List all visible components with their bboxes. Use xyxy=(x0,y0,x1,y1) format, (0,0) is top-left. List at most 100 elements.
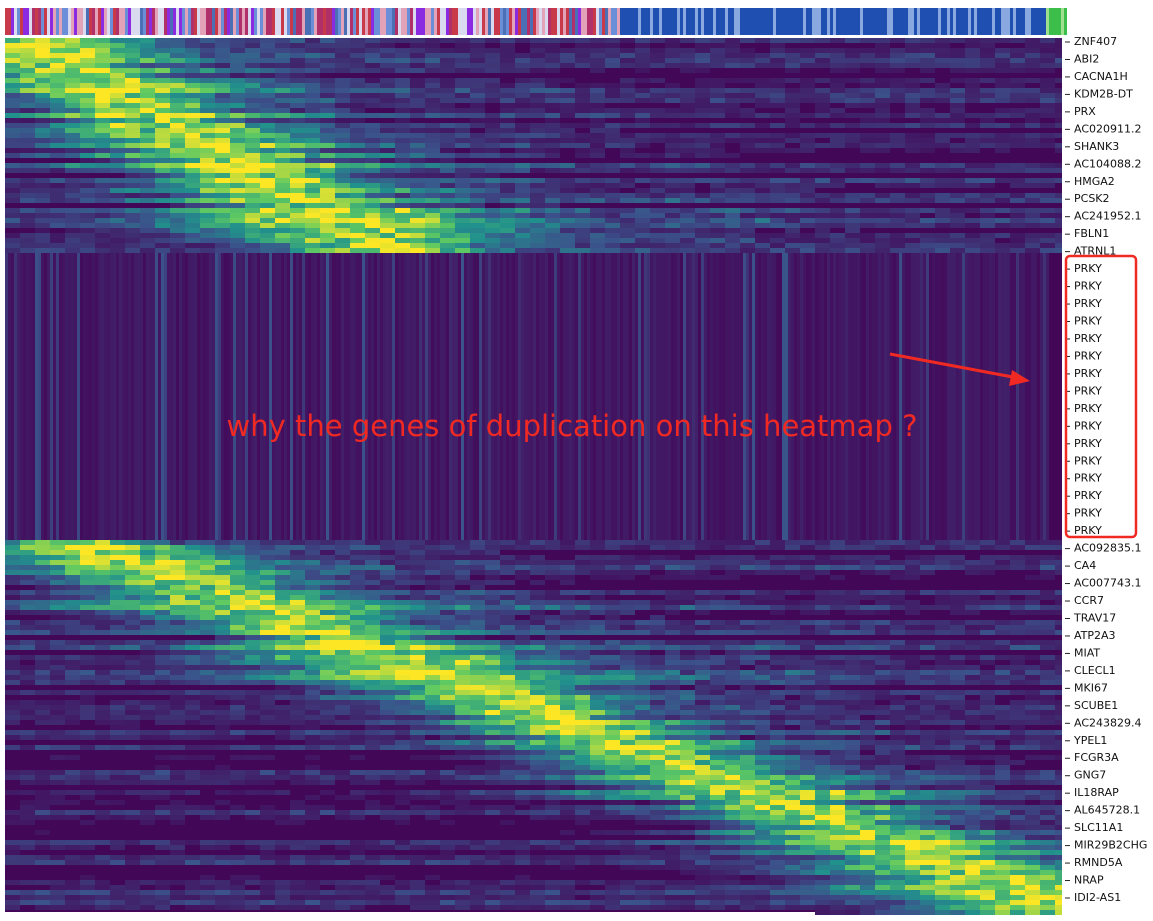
heat-cell xyxy=(515,88,530,93)
heat-cell xyxy=(845,655,860,660)
heat-cell xyxy=(185,243,200,248)
heat-cell xyxy=(350,168,365,173)
heat-cell xyxy=(1055,133,1062,138)
heat-cell xyxy=(305,645,320,650)
heat-cell xyxy=(560,660,575,665)
heat-cell xyxy=(500,98,515,103)
heat-cell xyxy=(365,550,380,555)
heat-cell xyxy=(155,113,170,118)
heat-cell xyxy=(260,223,275,228)
heat-cell xyxy=(770,560,785,565)
heat-cell xyxy=(335,560,350,565)
heat-cell xyxy=(95,38,110,43)
heat-cell xyxy=(575,590,590,595)
heat-cell xyxy=(530,63,545,68)
heat-cell xyxy=(845,545,860,550)
heat-cell xyxy=(1040,143,1055,148)
heat-cell xyxy=(395,93,410,98)
heat-cell xyxy=(770,545,785,550)
heat-cell xyxy=(395,208,410,213)
heat-cell xyxy=(485,550,500,555)
heat-cell xyxy=(410,620,425,625)
heat-cell xyxy=(710,98,725,103)
heat-cell xyxy=(20,700,35,705)
heat-cell xyxy=(50,595,65,600)
heat-cell xyxy=(740,545,755,550)
heat-cell xyxy=(335,570,350,575)
heat-cell xyxy=(80,198,95,203)
heat-cell xyxy=(935,630,950,635)
annotation-stripe xyxy=(17,8,20,35)
heat-cell xyxy=(140,690,155,695)
heat-cell xyxy=(710,625,725,630)
annotation-stripe xyxy=(335,8,338,35)
heat-cell xyxy=(440,188,455,193)
heat-cell xyxy=(1055,218,1062,223)
heat-cell xyxy=(410,635,425,640)
heat-cell xyxy=(230,680,245,685)
heat-cell xyxy=(1040,595,1055,600)
heat-cell xyxy=(755,680,770,685)
heat-cell xyxy=(290,705,305,710)
heat-cell xyxy=(605,560,620,565)
annotation-stripe xyxy=(632,8,635,35)
heat-cell xyxy=(350,705,365,710)
heat-cell xyxy=(785,238,800,243)
heat-cell xyxy=(425,680,440,685)
heat-cell xyxy=(305,48,320,53)
heat-cell xyxy=(455,203,470,208)
heat-cell xyxy=(980,63,995,68)
heat-cell xyxy=(110,690,125,695)
annotation-stripe xyxy=(65,8,68,35)
heat-cell xyxy=(605,93,620,98)
heat-cell xyxy=(365,88,380,93)
heat-cell xyxy=(80,153,95,158)
heat-cell xyxy=(500,93,515,98)
heat-cell xyxy=(185,675,200,680)
heat-cell xyxy=(575,168,590,173)
heat-cell xyxy=(215,585,230,590)
heat-cell xyxy=(50,63,65,68)
heat-cell xyxy=(140,183,155,188)
annotation-stripe xyxy=(38,8,41,35)
heat-cell xyxy=(290,605,305,610)
heat-cell xyxy=(335,238,350,243)
heat-cell xyxy=(395,600,410,605)
heat-cell xyxy=(365,570,380,575)
heat-cell xyxy=(500,600,515,605)
annotation-stripe xyxy=(818,8,821,35)
heat-cell xyxy=(1010,93,1025,98)
heat-cell xyxy=(200,113,215,118)
heat-cell xyxy=(215,660,230,665)
heat-cell xyxy=(665,620,680,625)
heat-cell xyxy=(80,98,95,103)
heat-cell xyxy=(1055,610,1062,615)
heat-cell xyxy=(470,208,485,213)
heat-cell xyxy=(275,595,290,600)
heat-cell xyxy=(335,585,350,590)
heat-cell xyxy=(680,660,695,665)
heat-cell xyxy=(530,600,545,605)
heat-cell xyxy=(140,550,155,555)
heat-cell xyxy=(440,243,455,248)
heat-cell xyxy=(110,98,125,103)
heat-cell xyxy=(680,665,695,670)
annotation-stripe xyxy=(533,8,536,35)
heat-cell xyxy=(80,208,95,213)
heat-cell xyxy=(545,248,560,253)
heat-cell xyxy=(380,238,395,243)
annotation-stripe xyxy=(323,8,326,35)
annotation-stripe xyxy=(926,8,929,35)
heat-cell xyxy=(980,545,995,550)
heat-cell xyxy=(1055,208,1062,213)
heat-cell xyxy=(305,595,320,600)
heat-cell xyxy=(290,58,305,63)
heat-cell xyxy=(185,570,200,575)
heat-cell xyxy=(245,570,260,575)
heat-cell xyxy=(290,630,305,635)
heat-cell xyxy=(755,600,770,605)
heat-cell xyxy=(350,570,365,575)
annotation-stripe xyxy=(656,8,659,35)
heat-cell xyxy=(845,605,860,610)
annotation-stripe xyxy=(215,8,218,35)
